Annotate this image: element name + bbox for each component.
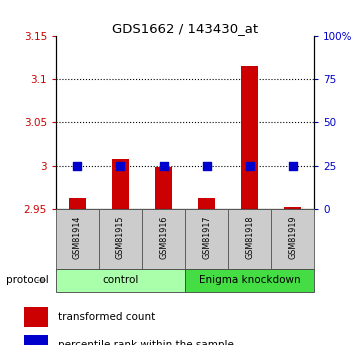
Point (161, 163, 166, 168)
Bar (185, 269, 314, 292)
Bar (185, 209, 228, 269)
Text: GSM81919: GSM81919 (288, 216, 297, 259)
Point (75, 163, 81, 168)
Point (290, 163, 295, 168)
Bar (228, 209, 271, 269)
Text: control: control (102, 275, 139, 285)
Text: GSM81918: GSM81918 (245, 216, 254, 259)
Point (204, 163, 209, 168)
Text: GSM81914: GSM81914 (73, 216, 82, 259)
Bar (25, 335, 48, 345)
Point (118, 163, 123, 168)
Bar (56, 269, 185, 292)
Text: GSM81915: GSM81915 (116, 216, 125, 259)
Bar (284, 207, 301, 209)
Text: protocol: protocol (6, 275, 49, 285)
Bar (69, 197, 86, 209)
Bar (271, 209, 314, 269)
Text: GSM81916: GSM81916 (159, 216, 168, 259)
Point (247, 163, 252, 168)
Bar (99, 209, 142, 269)
Text: percentile rank within the sample: percentile rank within the sample (58, 340, 234, 345)
Bar (142, 209, 185, 269)
Text: Enigma knockdown: Enigma knockdown (199, 275, 300, 285)
Bar (112, 159, 129, 209)
Bar (25, 307, 48, 327)
Text: GSM81917: GSM81917 (202, 216, 211, 259)
Text: transformed count: transformed count (58, 312, 156, 322)
Bar (155, 167, 172, 209)
Bar (198, 198, 215, 209)
Bar (241, 66, 258, 209)
Title: GDS1662 / 143430_at: GDS1662 / 143430_at (112, 22, 258, 35)
Bar (56, 209, 99, 269)
